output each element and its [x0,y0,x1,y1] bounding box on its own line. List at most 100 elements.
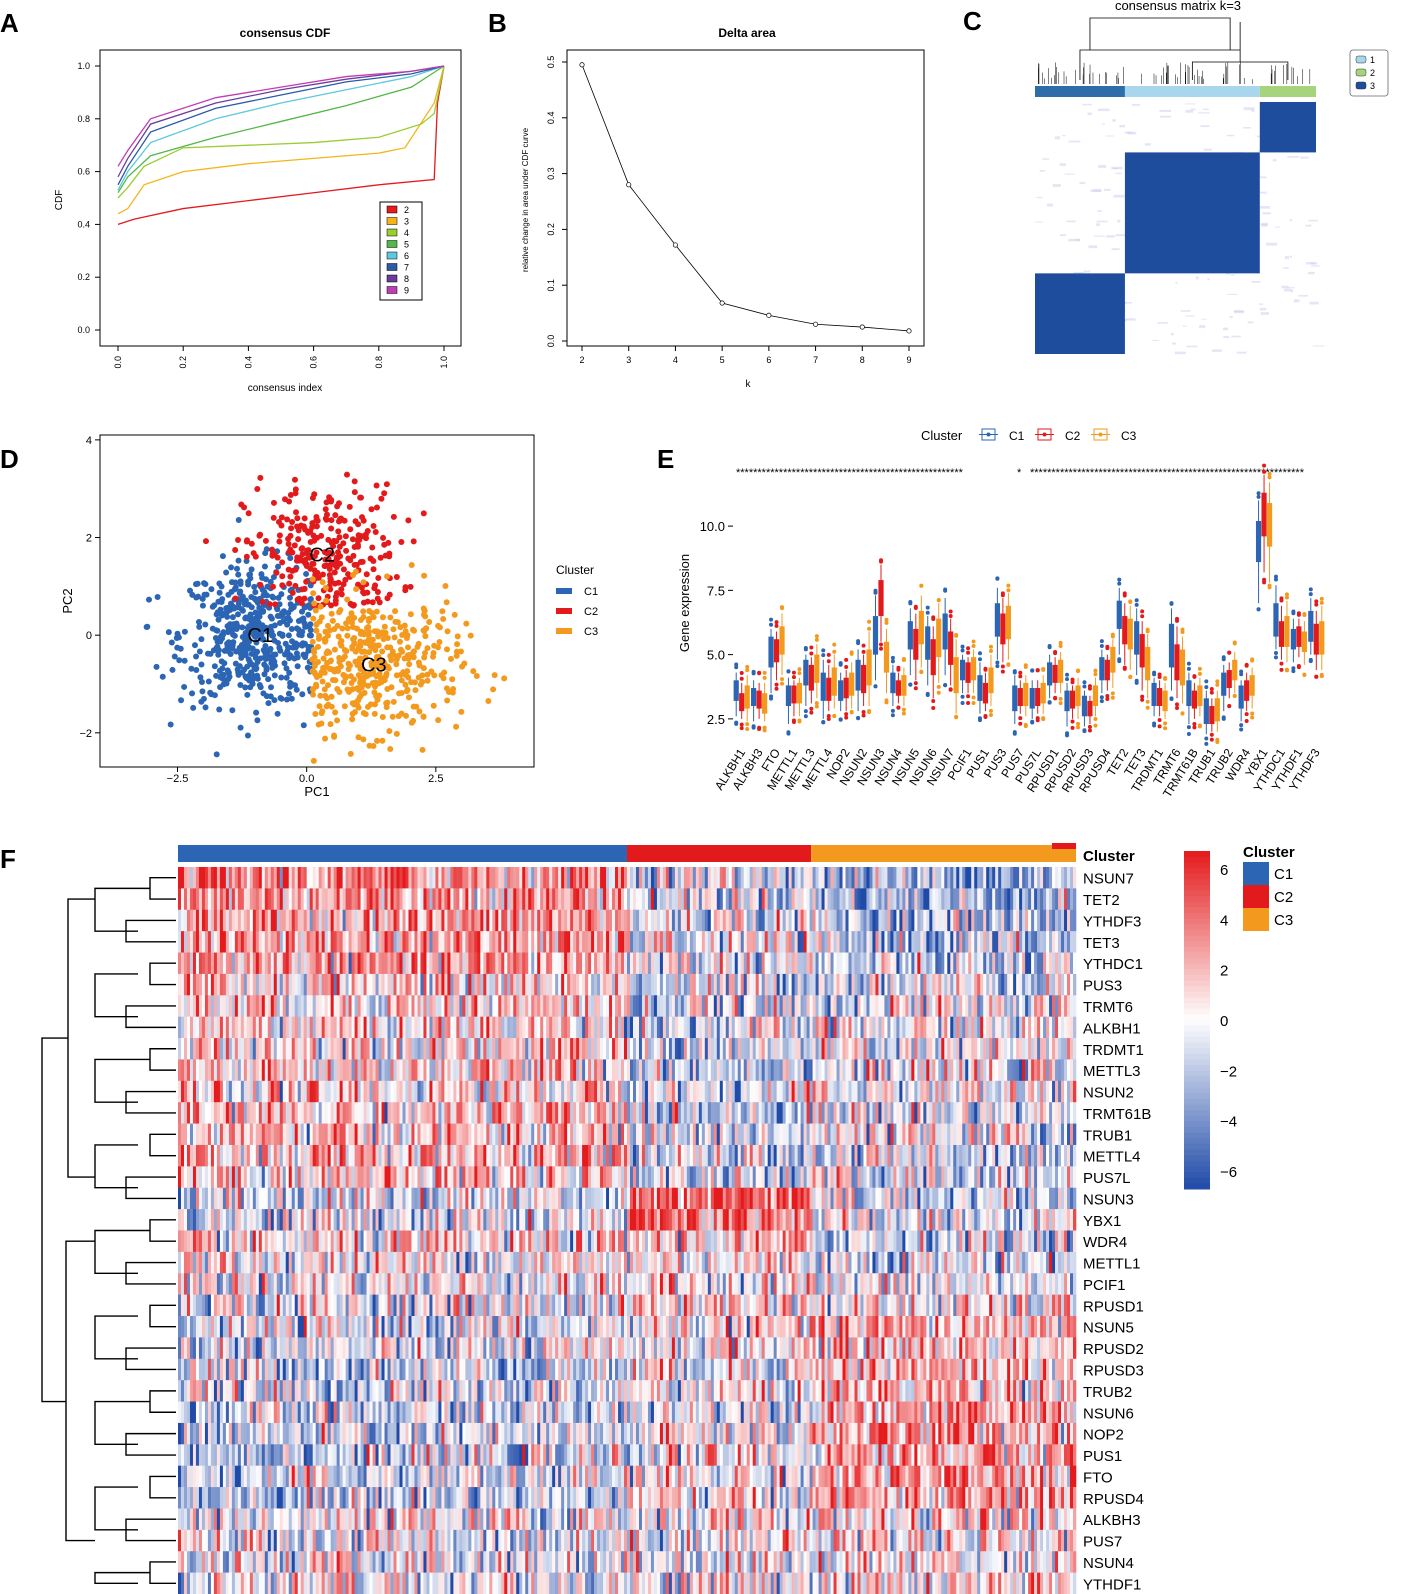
pca-point-c3 [339,625,346,632]
heatmap-cell [297,1016,302,1039]
heatmap-cell [627,1016,631,1039]
heatmap-cell [555,931,559,953]
heatmap-cell [689,952,694,975]
pca-point-c2 [363,571,370,578]
pca-legend-title: Cluster [556,563,594,577]
heatmap-cell [671,952,676,975]
heatmap-cell [722,952,727,975]
heatmap-cell [462,909,466,932]
consensus-noise [1272,159,1277,162]
heatmap-cell [953,931,957,953]
box-outlier [1117,657,1122,662]
box-outlier [896,705,901,710]
heatmap-cell [965,909,969,932]
heatmap-cell [327,1038,331,1060]
pca-point-c3 [387,644,394,651]
pca-point-c3 [393,656,400,663]
heatmap-cell [779,867,783,889]
box-outlier [867,619,872,624]
pca-point-c1 [169,666,176,673]
heatmap-cell [737,867,742,889]
heatmap-cell [528,952,532,975]
consensus-block-3 [1035,273,1125,354]
heatmap-cell [1046,995,1050,1017]
consensus-noise [1251,281,1261,283]
consensus-noise [1046,203,1053,207]
heatmap-cell [761,888,765,911]
pca-point-c3 [364,703,371,710]
heatmap-cell [758,952,762,975]
box-outlier [1099,643,1104,648]
heatmap-cell [1004,867,1008,889]
heatmap-cell [998,888,1002,911]
pca-point-c2 [279,582,286,589]
heatmap-cell [1046,952,1050,975]
heatmap-cell [1046,1016,1050,1039]
heatmap-cell [1058,973,1062,996]
heatmap-cell [890,867,894,889]
heatmap-cell [279,867,284,889]
heatmap-cell [983,867,987,889]
pca-point-c3 [336,659,343,666]
heatmap-cell [402,888,406,911]
heatmap-cell [824,995,828,1017]
heatmap-cell [444,952,448,975]
heatmap-cell [195,867,200,889]
pca-point-c2 [313,549,320,556]
heatmap-cell [746,888,751,911]
pca-point-c1 [267,613,274,620]
pca-point-c2 [328,559,335,566]
heatmap-cell [300,1016,305,1039]
heatmap-cell [327,867,331,889]
heatmap-cell [318,867,322,889]
heatmap-cell [255,867,260,889]
heatmap-cell [501,995,505,1017]
heatmap-cell [198,888,203,911]
box-outlier [762,675,767,680]
heatmap-cell [1040,909,1044,932]
pca-point-c1 [225,629,232,636]
pca-point-c3 [319,678,326,685]
consensus-noise [1199,325,1206,328]
heatmap-cell [719,909,724,932]
box-c1 [1029,688,1035,709]
box-outlier [966,646,971,651]
heatmap-cell [755,909,760,932]
heatmap-cell [546,973,550,996]
heatmap-cell [1043,1016,1047,1039]
heatmap-cell [594,909,598,932]
pca-x-tick-label: 2.5 [428,773,443,785]
pca-point-c2 [279,559,286,566]
heatmap-cell [420,909,424,932]
heatmap-cell [971,973,975,996]
pca-point-c1 [230,639,237,646]
heatmap-cell [881,888,885,911]
box-c3 [1319,621,1325,655]
pca-point-c2 [278,522,285,529]
heatmap-cell [546,931,550,953]
heatmap-cell [225,973,230,996]
pca-point-c2 [338,586,345,593]
heatmap-cell [285,909,290,932]
pca-point-c3 [431,672,438,679]
heatmap-cell [629,1038,634,1060]
heatmap-cell [938,952,942,975]
heatmap-cell [210,952,215,975]
heatmap-cell [935,909,939,932]
heatmap-cell [480,867,484,889]
heatmap-cell [1067,867,1071,889]
heatmap-cell [785,931,789,953]
heatmap-cell [621,867,625,889]
heatmap-cell [992,909,996,932]
pca-point-c3 [332,709,339,716]
heatmap-cell [821,973,825,996]
pca-point-c1 [181,657,188,664]
heatmap-cell [318,1016,322,1039]
consensus-noise [1226,293,1238,295]
heatmap-cell [234,867,239,889]
box-outlier [983,666,988,671]
box-plots [733,463,1325,746]
heatmap-cell [375,1016,379,1039]
box-outlier [966,694,971,699]
